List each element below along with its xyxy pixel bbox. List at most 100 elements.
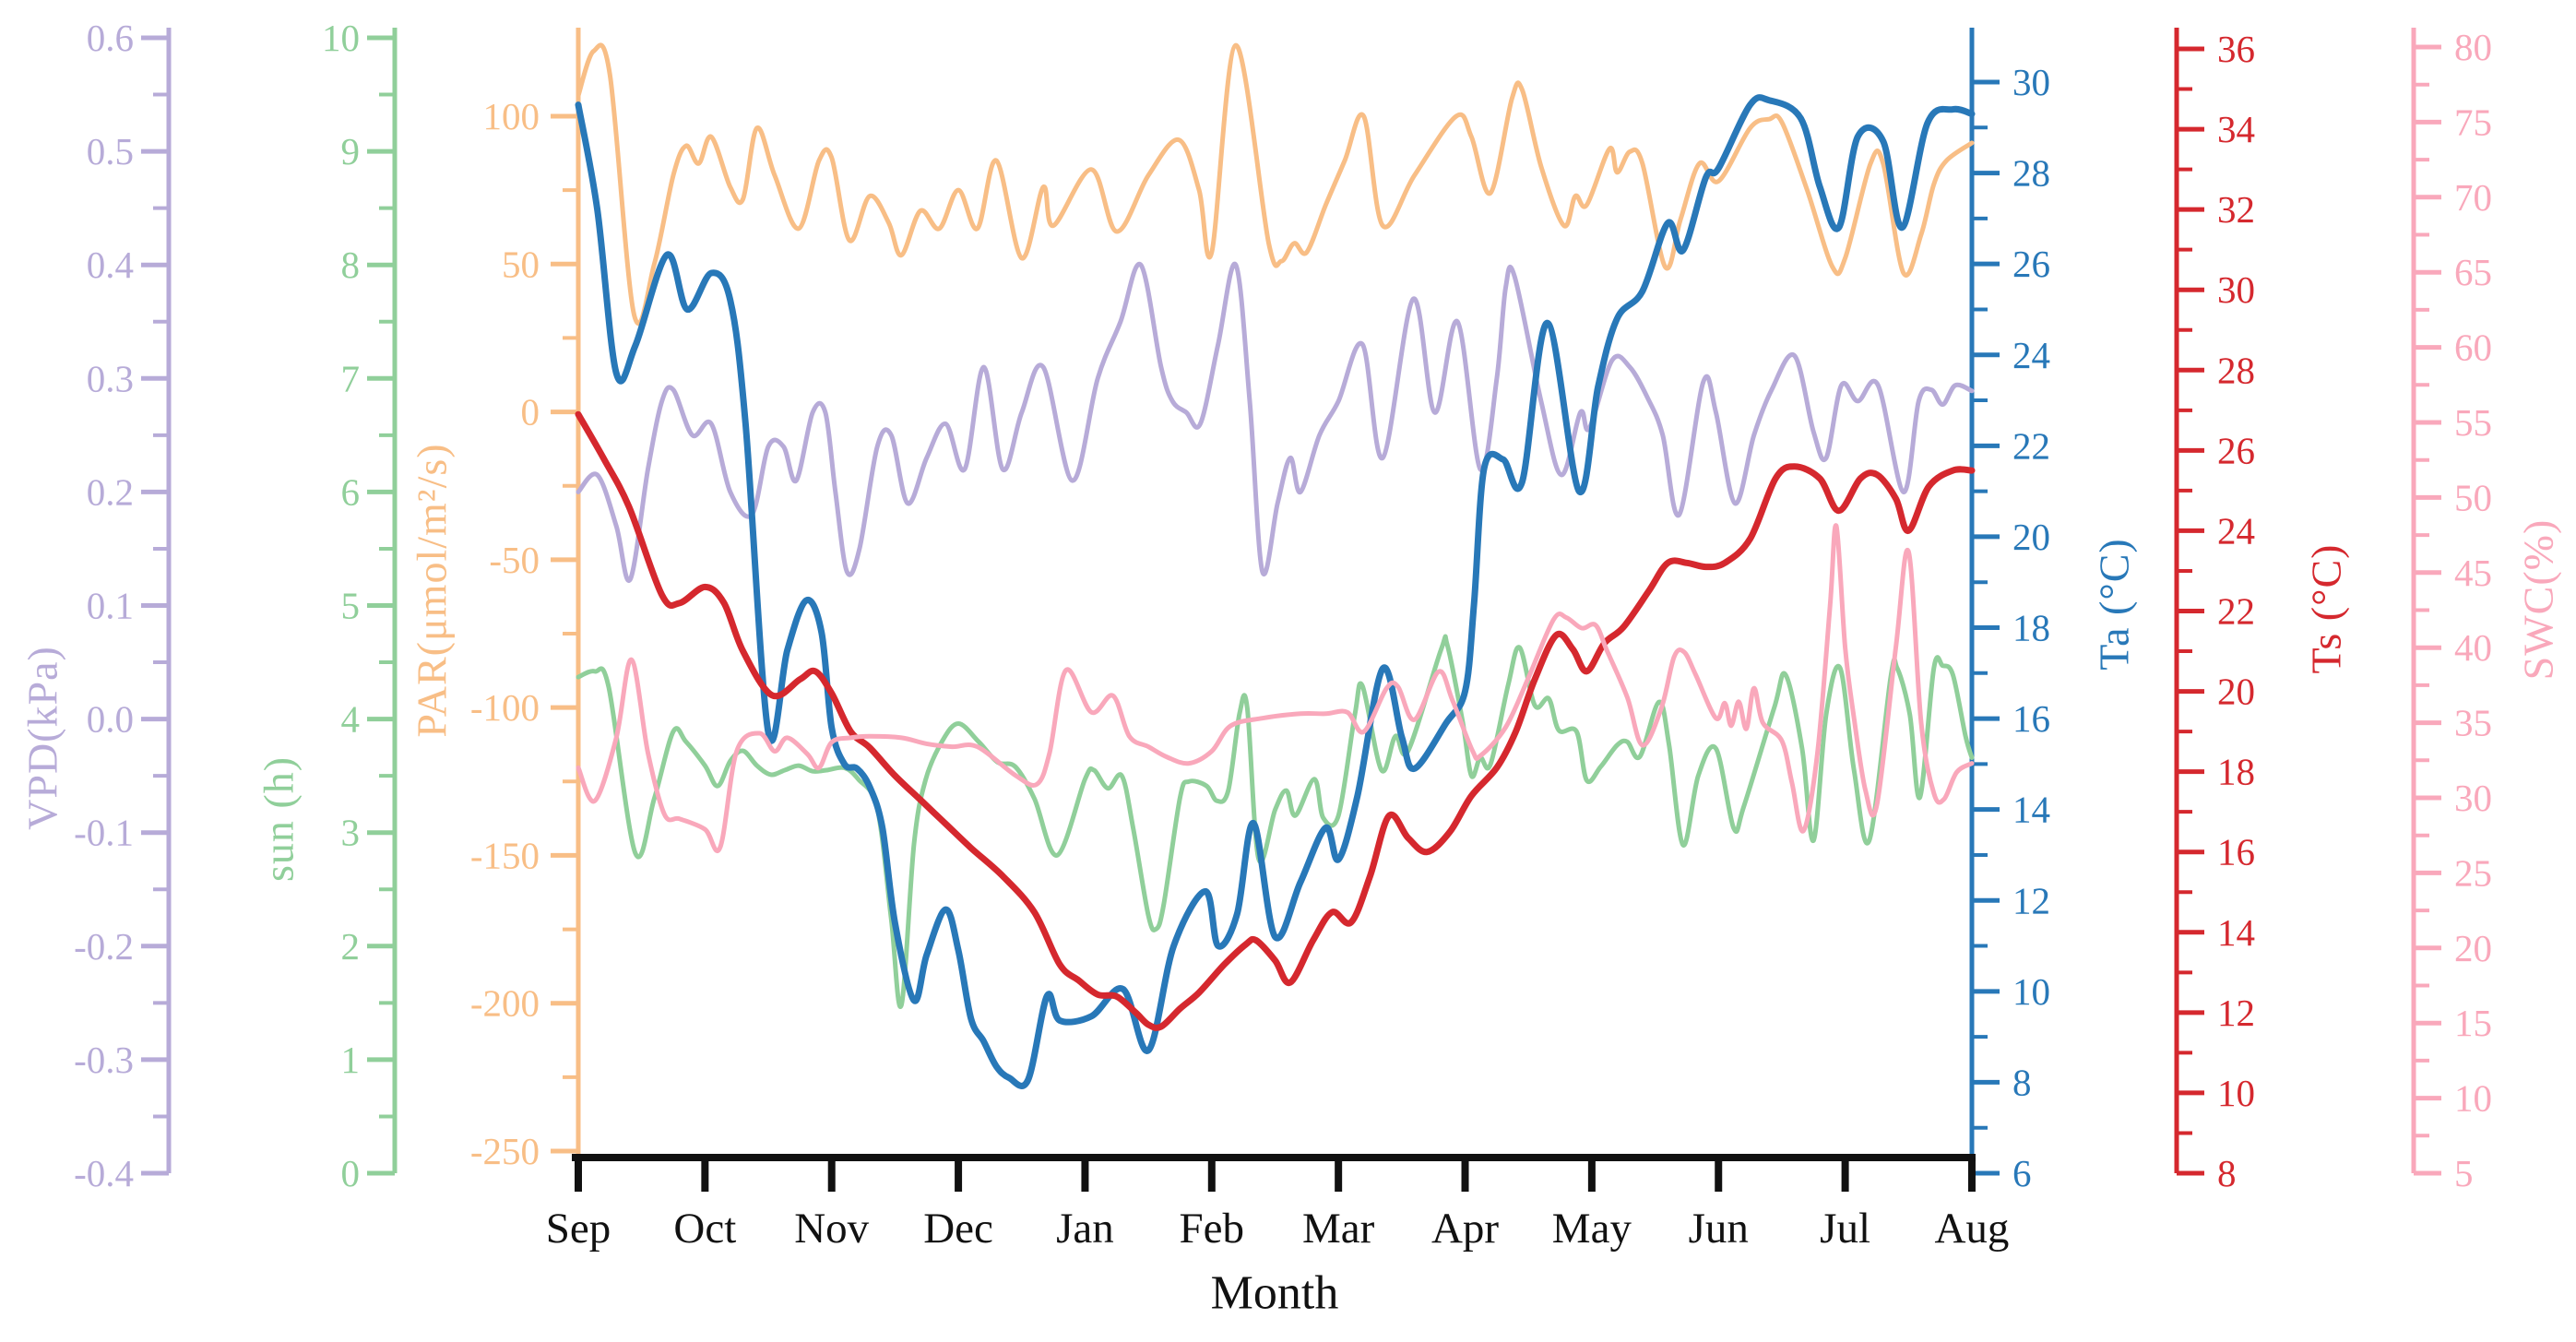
tick-label-vpd: 0.0	[87, 698, 134, 741]
tick-label-swc: 20	[2454, 927, 2492, 969]
series-vpd-line	[576, 261, 1975, 584]
axis-par: 100 50 0 -50 -100 -150 -200 -250	[470, 28, 581, 1173]
tick-label-swc: 10	[2454, 1077, 2492, 1120]
tick-label-swc: 40	[2454, 626, 2492, 669]
tick-label-par: -250	[470, 1130, 540, 1172]
tick-label-sun: 0	[341, 1152, 361, 1194]
month-label: Sep	[546, 1205, 611, 1253]
month-label: Feb	[1180, 1205, 1245, 1253]
ts-axis-title: Ts (°C)	[2302, 543, 2350, 674]
axis-ta: 30 28 26 24 22 20 18 16 14 12 10 8 6	[1969, 28, 2050, 1194]
month-label: Jul	[1820, 1205, 1870, 1253]
tick-label-ta: 24	[2012, 334, 2050, 376]
tick-label-sun: 3	[341, 812, 361, 854]
tick-label-sun: 1	[341, 1039, 361, 1081]
tick-label-ts: 34	[2217, 108, 2255, 150]
tick-label-ts: 8	[2217, 1152, 2237, 1194]
tick-label-swc: 55	[2454, 401, 2492, 444]
sun-axis-title: sun (h)	[255, 755, 303, 883]
tick-label-ts: 32	[2217, 188, 2255, 231]
month-label: Oct	[673, 1205, 736, 1253]
month-label: May	[1552, 1205, 1632, 1253]
tick-label-vpd: 0.6	[87, 17, 134, 59]
tick-label-swc: 75	[2454, 101, 2492, 143]
par-axis-title: PAR(μmol/m²/s)	[408, 443, 456, 738]
tick-label-swc: 30	[2454, 777, 2492, 819]
tick-label-vpd: 0.4	[87, 243, 134, 286]
axis-vpd: 0.6 0.5 0.4 0.3 0.2 0.1 0.0 -0.1 -0.2 -0.3 -0.4	[74, 17, 172, 1194]
tick-label-vpd: -0.1	[74, 812, 134, 854]
tick-label-ta: 6	[2012, 1152, 2032, 1194]
tick-label-ts: 26	[2217, 429, 2255, 471]
month-label: Jun	[1689, 1205, 1749, 1253]
tick-label-ts: 16	[2217, 831, 2255, 873]
tick-label-swc: 15	[2454, 1002, 2492, 1044]
tick-label-ts: 18	[2217, 751, 2255, 793]
tick-label-ta: 30	[2012, 61, 2050, 103]
ta-axis-title: Ta (°C)	[2090, 538, 2138, 671]
tick-label-vpd: -0.4	[74, 1152, 134, 1194]
axis-swc: 80 75 70 65 60 55 50 45 40 35 30 25 20 15 10 5	[2411, 26, 2492, 1194]
tick-label-sun: 5	[341, 585, 361, 627]
vpd-axis-title: VPD(kPa)	[18, 646, 66, 830]
tick-label-par: 0	[521, 391, 540, 433]
tick-label-par: -100	[470, 686, 540, 729]
tick-label-swc: 80	[2454, 26, 2492, 68]
tick-label-swc: 70	[2454, 176, 2492, 219]
tick-label-sun: 9	[341, 130, 361, 172]
tick-label-swc: 60	[2454, 327, 2492, 369]
month-label: Mar	[1302, 1205, 1375, 1253]
tick-label-par: -150	[470, 834, 540, 876]
month-label: Jan	[1056, 1205, 1114, 1253]
tick-label-sun: 7	[341, 357, 361, 399]
tick-label-sun: 2	[341, 925, 361, 968]
tick-label-vpd: 0.3	[87, 357, 134, 399]
tick-label-ts: 20	[2217, 671, 2255, 713]
tick-label-ta: 22	[2012, 424, 2050, 467]
tick-label-vpd: 0.5	[87, 130, 134, 172]
tick-label-vpd: -0.2	[74, 925, 134, 968]
month-label: Dec	[923, 1205, 993, 1253]
tick-label-ts: 10	[2217, 1072, 2255, 1114]
x-axis: Sep Oct Nov Dec Jan Feb Mar Apr May Jun Jul Aug	[546, 1154, 2009, 1253]
tick-label-ta: 10	[2012, 970, 2050, 1013]
tick-label-ta: 28	[2012, 152, 2050, 195]
tick-label-ta: 26	[2012, 243, 2050, 285]
tick-label-ts: 24	[2217, 509, 2255, 552]
tick-label-ts: 36	[2217, 28, 2255, 70]
tick-label-vpd: 0.1	[87, 585, 134, 627]
series-ta-line	[575, 94, 1976, 1089]
series-par-line	[576, 42, 1975, 326]
tick-label-ta: 20	[2012, 516, 2050, 558]
tick-label-swc: 35	[2454, 702, 2492, 744]
tick-label-par: 100	[483, 95, 540, 137]
tick-label-ta: 18	[2012, 607, 2050, 649]
tick-label-swc: 50	[2454, 476, 2492, 518]
series-ts-line	[575, 410, 1976, 1031]
tick-label-ts: 28	[2217, 349, 2255, 391]
tick-label-par: 50	[502, 243, 540, 285]
tick-label-ta: 16	[2012, 697, 2050, 740]
axis-ts: 36 34 32 30 28 26 24 22 20 18 16 14 12 10 8	[2174, 28, 2255, 1194]
month-label: Nov	[794, 1205, 869, 1253]
tick-label-swc: 25	[2454, 851, 2492, 894]
tick-label-swc: 45	[2454, 552, 2492, 594]
month-label: Apr	[1431, 1205, 1499, 1253]
tick-label-ts: 22	[2217, 590, 2255, 633]
tick-label-par: -50	[489, 539, 540, 581]
tick-label-ts: 30	[2217, 268, 2255, 311]
tick-label-swc: 5	[2454, 1152, 2474, 1194]
tick-label-sun: 10	[322, 17, 360, 59]
tick-label-ta: 8	[2012, 1061, 2032, 1103]
tick-label-ts: 12	[2217, 992, 2255, 1034]
tick-label-ts: 14	[2217, 911, 2255, 954]
tick-label-sun: 4	[341, 698, 361, 741]
tick-label-swc: 65	[2454, 251, 2492, 293]
tick-label-sun: 8	[341, 243, 361, 286]
tick-label-ta: 14	[2012, 789, 2050, 831]
x-axis-title: Month	[1210, 1266, 1339, 1320]
series-swc-line	[576, 523, 1975, 853]
